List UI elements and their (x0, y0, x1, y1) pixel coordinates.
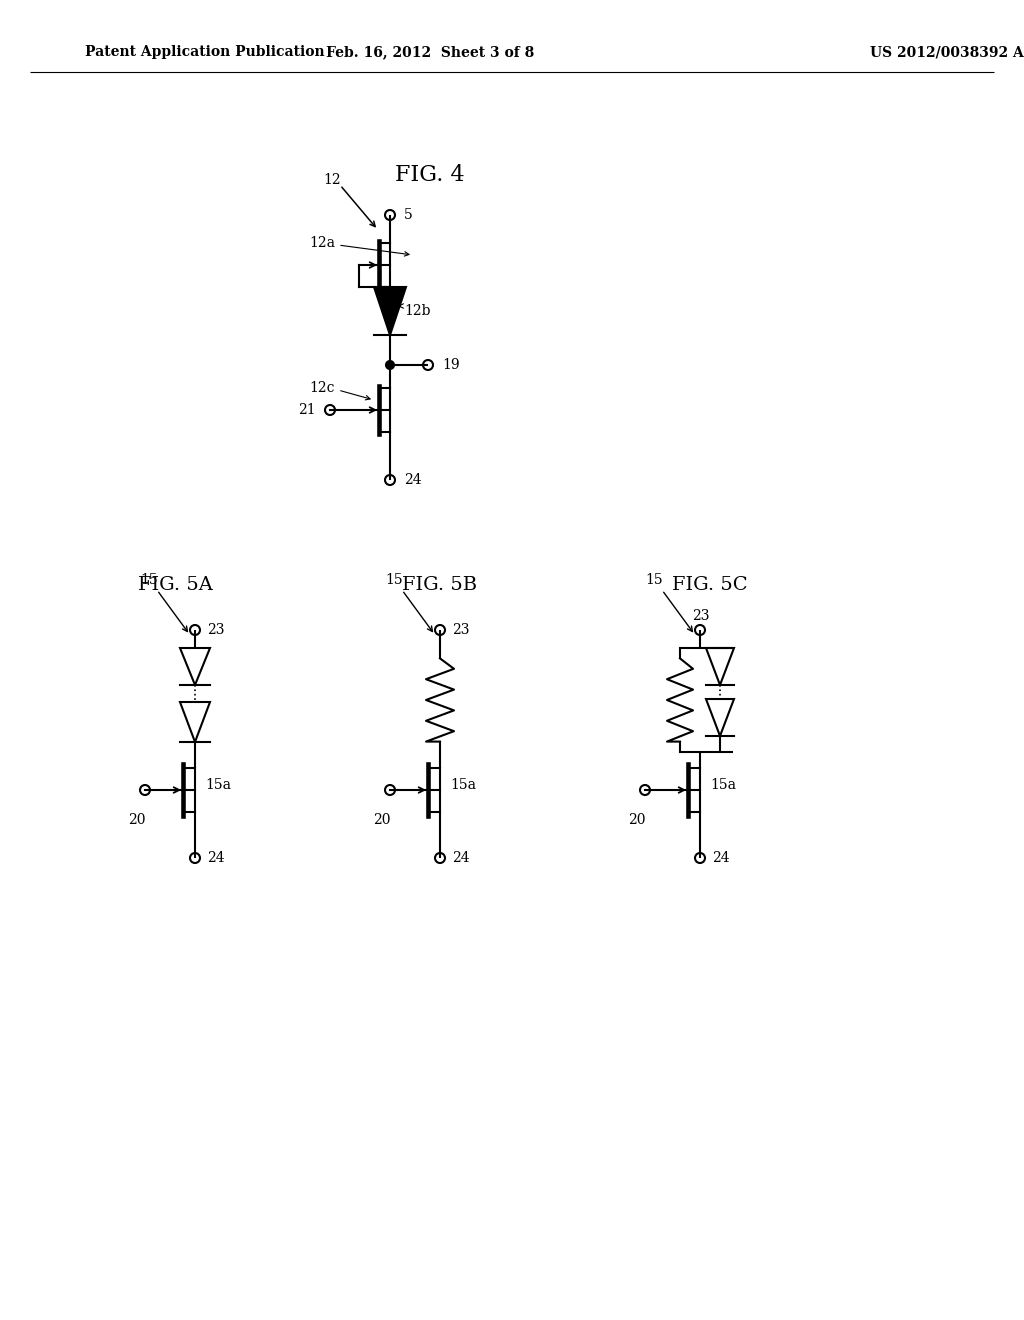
Text: 12: 12 (324, 173, 341, 187)
Text: 24: 24 (207, 851, 224, 865)
Text: 15a: 15a (710, 777, 736, 792)
Text: FIG. 4: FIG. 4 (395, 164, 465, 186)
Text: 15: 15 (385, 573, 402, 587)
Text: 12a: 12a (309, 236, 335, 249)
Text: FIG. 5B: FIG. 5B (402, 576, 477, 594)
Polygon shape (374, 286, 406, 335)
Text: 23: 23 (452, 623, 469, 638)
Text: 5: 5 (404, 209, 413, 222)
Text: FIG. 5A: FIG. 5A (137, 576, 212, 594)
Text: 19: 19 (442, 358, 460, 372)
Text: Feb. 16, 2012  Sheet 3 of 8: Feb. 16, 2012 Sheet 3 of 8 (326, 45, 535, 59)
Text: 15a: 15a (205, 777, 231, 792)
Text: 21: 21 (298, 403, 316, 417)
Text: 23: 23 (207, 623, 224, 638)
Text: 15a: 15a (450, 777, 476, 792)
Text: 24: 24 (712, 851, 730, 865)
Text: 20: 20 (629, 813, 646, 828)
Text: 15: 15 (645, 573, 663, 587)
Text: 12b: 12b (404, 304, 430, 318)
Text: 12c: 12c (309, 381, 335, 395)
Text: 15: 15 (140, 573, 158, 587)
Text: FIG. 5C: FIG. 5C (672, 576, 748, 594)
Text: 23: 23 (692, 609, 710, 623)
Text: 20: 20 (374, 813, 391, 828)
Text: 20: 20 (128, 813, 145, 828)
Text: Patent Application Publication: Patent Application Publication (85, 45, 325, 59)
Text: US 2012/0038392 A1: US 2012/0038392 A1 (870, 45, 1024, 59)
Circle shape (386, 360, 394, 370)
Text: 24: 24 (452, 851, 470, 865)
Text: 24: 24 (404, 473, 422, 487)
